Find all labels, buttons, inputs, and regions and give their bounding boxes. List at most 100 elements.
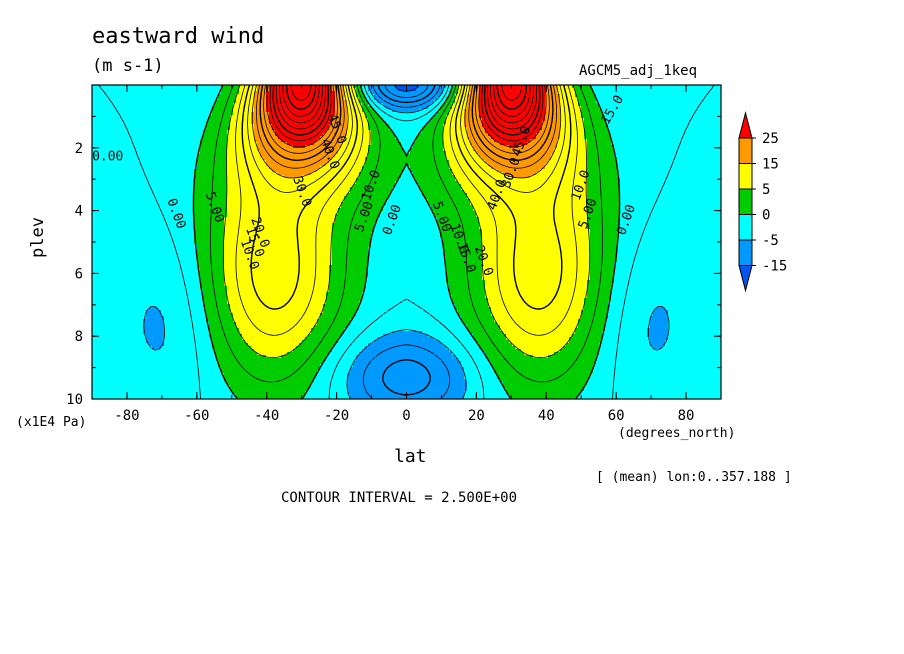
field-cell [137, 265, 141, 269]
field-cell [182, 109, 186, 113]
field-cell [146, 295, 150, 299]
field-cell [143, 142, 147, 146]
field-cell [131, 130, 135, 134]
field-cell [137, 205, 141, 209]
field-cell [158, 394, 162, 398]
field-cell [128, 271, 132, 275]
field-cell [221, 226, 225, 230]
field-cell [116, 103, 120, 107]
field-cell [104, 259, 108, 263]
field-cell [185, 244, 189, 248]
field-cell [227, 172, 231, 176]
field-cell [221, 385, 225, 389]
field-cell [179, 124, 183, 128]
field-cell [98, 121, 102, 125]
field-cell [164, 388, 168, 392]
field-cell [206, 145, 210, 149]
field-cell [143, 217, 147, 221]
field-cell [194, 271, 198, 275]
field-cell [131, 319, 135, 323]
field-cell [131, 178, 135, 182]
field-cell [179, 232, 183, 236]
field-cell [212, 370, 216, 374]
field-cell [137, 295, 141, 299]
field-cell [200, 364, 204, 368]
field-cell [161, 367, 165, 371]
field-cell [125, 289, 129, 293]
field-cell [155, 361, 159, 365]
field-cell [155, 109, 159, 113]
field-cell [110, 289, 114, 293]
field-cell [113, 199, 117, 203]
field-cell [227, 334, 231, 338]
field-cell [113, 319, 117, 323]
field-cell [155, 247, 159, 251]
field-cell [140, 226, 144, 230]
field-cell [149, 280, 153, 284]
field-cell [131, 295, 135, 299]
field-cell [218, 100, 222, 104]
field-cell [230, 292, 234, 296]
field-cell [104, 193, 108, 197]
field-cell [230, 259, 234, 263]
field-cell [137, 184, 141, 188]
field-cell [188, 103, 192, 107]
field-cell [152, 235, 156, 239]
field-cell [122, 295, 126, 299]
field-cell [140, 262, 144, 266]
field-cell [215, 334, 219, 338]
field-cell [104, 214, 108, 218]
field-cell [194, 385, 198, 389]
field-cell [194, 319, 198, 323]
field-cell [122, 307, 126, 311]
field-cell [149, 322, 153, 326]
field-cell [203, 103, 207, 107]
field-cell [152, 115, 156, 119]
field-cell [230, 175, 234, 179]
field-cell [128, 157, 132, 161]
field-cell [122, 172, 126, 176]
field-cell [104, 307, 108, 311]
field-cell [191, 301, 195, 305]
field-cell [140, 283, 144, 287]
field-cell [218, 289, 222, 293]
field-cell [125, 247, 129, 251]
field-cell [152, 334, 156, 338]
field-cell [101, 178, 105, 182]
field-cell [170, 154, 174, 158]
field-cell [170, 229, 174, 233]
field-cell [98, 280, 102, 284]
field-cell [200, 232, 204, 236]
field-cell [104, 115, 108, 119]
field-cell [197, 172, 201, 176]
field-cell [158, 88, 162, 92]
field-cell [164, 229, 168, 233]
field-cell [95, 259, 99, 263]
field-cell [191, 337, 195, 341]
field-cell [128, 394, 132, 398]
field-cell [113, 130, 117, 134]
field-cell [143, 382, 147, 386]
field-cell [176, 97, 180, 101]
field-cell [140, 190, 144, 194]
field-cell [230, 262, 234, 266]
field-cell [161, 382, 165, 386]
field-cell [134, 322, 138, 326]
field-cell [164, 313, 168, 317]
field-cell [194, 133, 198, 137]
field-cell [164, 178, 168, 182]
field-cell [173, 172, 177, 176]
field-cell [95, 322, 99, 326]
field-cell [134, 343, 138, 347]
field-cell [185, 253, 189, 257]
field-cell [143, 235, 147, 239]
field-cell [200, 121, 204, 125]
field-cell [107, 259, 111, 263]
field-cell [143, 262, 147, 266]
field-cell [116, 118, 120, 122]
field-cell [107, 112, 111, 116]
field-cell [104, 223, 108, 227]
field-cell [143, 157, 147, 161]
field-cell [200, 202, 204, 206]
field-cell [221, 394, 225, 398]
